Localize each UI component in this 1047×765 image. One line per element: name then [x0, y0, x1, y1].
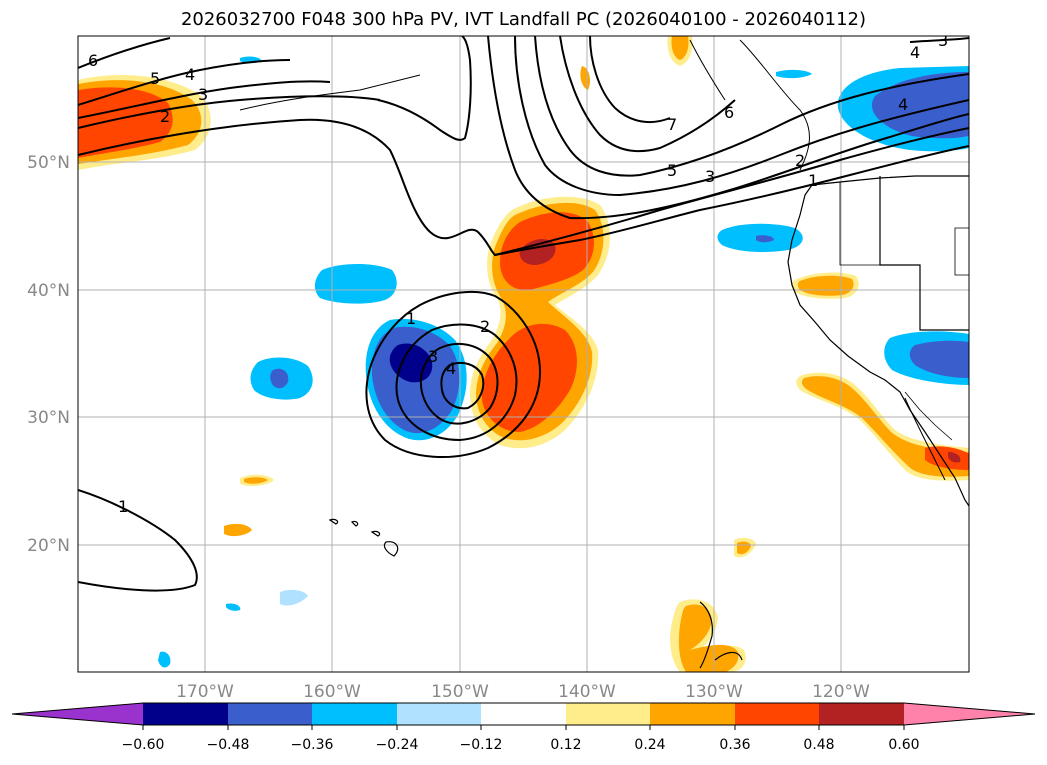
colorbar-segment	[397, 703, 481, 725]
contour-label: 1	[406, 309, 416, 328]
lat-label: 20°N	[27, 536, 70, 556]
contour-label: 4	[446, 359, 456, 378]
contour-lines	[78, 36, 969, 592]
lon-label: 120°W	[812, 682, 870, 702]
contour-label: 2	[795, 151, 805, 170]
contour-label: 3	[938, 31, 948, 50]
contour-label: 4	[185, 65, 195, 84]
lat-label: 40°N	[27, 281, 70, 301]
contour-label: 1	[808, 171, 818, 190]
contour-label: 3	[428, 347, 438, 366]
colorbar-tick-label: −0.36	[291, 737, 334, 753]
colorbar-segment	[143, 703, 228, 725]
lon-label: 130°W	[685, 682, 743, 702]
colorbar-tick-label: 0.36	[719, 737, 750, 753]
lat-label: 50°N	[27, 153, 70, 173]
colorbar-extend-max	[904, 703, 1035, 725]
contour-label: 6	[88, 51, 98, 70]
pv-anomaly-shading	[78, 36, 969, 672]
colorbar-segment	[481, 703, 566, 725]
colorbar-segment	[819, 703, 904, 725]
contour-label: 6	[724, 103, 734, 122]
contour-label-group: 6 5 4 3 2 4 3 4 5 3 7 6 2 1 1 2 3 4 1	[88, 31, 948, 516]
colorbar-segment	[566, 703, 650, 725]
figure-title: 2026032700 F048 300 hPa PV, IVT Landfall…	[180, 9, 867, 30]
contour-label: 3	[705, 167, 715, 186]
latitude-labels: 50°N 40°N 30°N 20°N	[27, 153, 70, 556]
lon-label: 170°W	[176, 682, 234, 702]
lon-label: 150°W	[431, 682, 489, 702]
lat-label: 30°N	[27, 408, 70, 428]
colorbar-tick-label: −0.24	[376, 737, 419, 753]
colorbar-tick-label: −0.12	[460, 737, 503, 753]
contour-label: 4	[910, 43, 920, 62]
contour-label: 2	[480, 317, 490, 336]
colorbar-tick-label: 0.48	[803, 737, 834, 753]
colorbar-tick-label: 0.24	[634, 737, 665, 753]
map-frame	[77, 35, 970, 673]
contour-label: 5	[667, 161, 677, 180]
coastlines	[239, 39, 969, 669]
colorbar-tick-label: −0.60	[122, 737, 165, 753]
colorbar-extend-min	[12, 703, 143, 725]
lon-label: 160°W	[303, 682, 361, 702]
contour-label: 1	[118, 497, 128, 516]
colorbar: −0.60 −0.48 −0.36 −0.24 −0.12 0.12 0.24 …	[11, 702, 1036, 753]
graticule	[78, 36, 969, 672]
contour-label: 4	[898, 95, 908, 114]
colorbar-tick-label: −0.48	[207, 737, 250, 753]
colorbar-segment	[228, 703, 312, 725]
contour-label: 2	[160, 107, 170, 126]
colorbar-segment	[650, 703, 735, 725]
colorbar-segment	[312, 703, 397, 725]
contour-label: 3	[198, 85, 208, 104]
colorbar-tick-label: 0.12	[550, 737, 581, 753]
contour-label: 5	[150, 69, 160, 88]
lon-label: 140°W	[558, 682, 616, 702]
contour-label: 7	[667, 115, 677, 134]
colorbar-segment	[735, 703, 819, 725]
colorbar-tick-label: 0.60	[888, 737, 919, 753]
longitude-labels: 170°W 160°W 150°W 140°W 130°W 120°W	[176, 682, 870, 702]
